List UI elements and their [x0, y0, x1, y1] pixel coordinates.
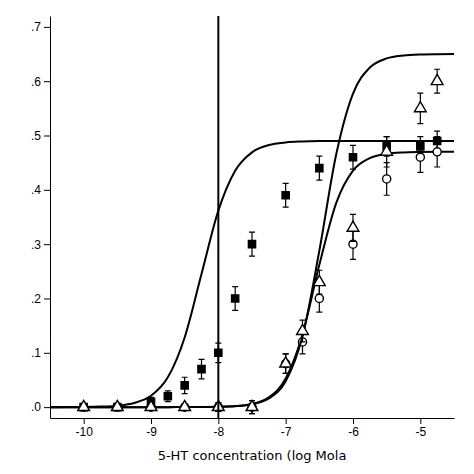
point	[111, 400, 123, 410]
x-tick: -6	[348, 418, 359, 439]
point	[433, 148, 441, 156]
y-tick-mark	[44, 81, 50, 82]
point	[383, 175, 391, 183]
y-tick: .4	[31, 183, 50, 197]
point	[316, 165, 323, 172]
error-bar	[165, 391, 171, 402]
y-tick: .2	[31, 292, 50, 306]
point	[164, 393, 171, 400]
error-bar	[350, 145, 356, 169]
point	[198, 366, 205, 373]
x-axis-line	[51, 418, 455, 419]
x-tick: -5	[415, 418, 426, 439]
point	[414, 102, 426, 112]
y-tick: .0	[31, 400, 50, 414]
x-tick-label: -9	[146, 425, 157, 439]
y-tick: .6	[31, 75, 50, 89]
y-tick-label: .1	[31, 346, 41, 360]
point	[381, 145, 393, 155]
y-tick-mark	[44, 190, 50, 191]
error-bar	[199, 359, 205, 379]
x-tick: -10	[75, 418, 93, 439]
x-tick-mark	[84, 418, 85, 424]
point	[347, 221, 359, 231]
plot: -10 -9 -8 -7 -6 -5 .0 .1 .2 .3 .4 .5 .6 .7 5-HT concen…	[31, 16, 455, 463]
y-tick-mark	[44, 298, 50, 299]
error-bar	[182, 377, 188, 393]
x-axis: -10 -9 -8 -7 -6 -5	[51, 418, 455, 439]
y-axis: .0 .1 .2 .3 .4 .5 .6 .7	[31, 17, 51, 419]
x-tick: -8	[213, 418, 224, 439]
y-tick-mark	[44, 27, 50, 28]
chart: -10 -9 -8 -7 -6 -5 .0 .1 .2 .3 .4 .5 .6 .7 5-HT concen…	[0, 0, 474, 474]
point	[246, 400, 258, 410]
x-tick-label: -8	[213, 425, 224, 439]
y-tick: .3	[31, 238, 50, 252]
point	[145, 400, 157, 410]
y-axis-line	[50, 17, 51, 419]
point	[232, 295, 239, 302]
error-bar	[249, 232, 255, 256]
point	[349, 154, 356, 161]
point	[248, 241, 255, 248]
marks	[50, 16, 454, 418]
y-tick-label: .2	[31, 292, 41, 306]
x-tick: -7	[281, 418, 292, 439]
y-tick: .1	[31, 346, 50, 360]
x-tick-mark	[353, 418, 354, 424]
x-tick-label: -6	[348, 425, 359, 439]
y-tick-mark	[44, 136, 50, 137]
point	[416, 153, 424, 161]
y-tick-label: .6	[31, 75, 41, 89]
reference-line	[217, 16, 219, 418]
fit-curve	[50, 54, 454, 407]
point	[282, 192, 289, 199]
fit-curve	[50, 152, 454, 407]
x-tick: -9	[146, 418, 157, 439]
x-tick-mark	[420, 418, 421, 424]
x-tick-mark	[218, 418, 219, 424]
y-tick-label: .5	[31, 129, 41, 143]
point	[280, 357, 292, 367]
error-bar	[283, 183, 289, 207]
y-tick-label: .3	[31, 238, 41, 252]
point	[181, 382, 188, 389]
x-axis-title: 5-HT concentration (log Mola	[158, 448, 347, 463]
x-tick-mark	[286, 418, 287, 424]
point	[315, 294, 323, 302]
x-tick-label: -5	[415, 425, 426, 439]
error-bar	[316, 156, 322, 180]
point	[313, 275, 325, 285]
point	[78, 400, 90, 410]
point	[297, 324, 309, 334]
point	[179, 400, 191, 410]
y-tick-label: .4	[31, 183, 41, 197]
x-tick-mark	[151, 418, 152, 424]
y-tick-label: .0	[31, 400, 41, 414]
y-tick-mark	[44, 407, 50, 408]
y-tick-mark	[44, 244, 50, 245]
y-tick: .5	[31, 129, 50, 143]
y-tick-mark	[44, 353, 50, 354]
x-tick-label: -7	[281, 425, 292, 439]
error-bar	[232, 287, 238, 311]
fit-curve	[50, 141, 454, 407]
y-tick: .7	[31, 20, 50, 34]
x-tick-label: -10	[75, 425, 93, 439]
y-tick-label: .7	[31, 20, 41, 34]
point	[431, 74, 443, 84]
